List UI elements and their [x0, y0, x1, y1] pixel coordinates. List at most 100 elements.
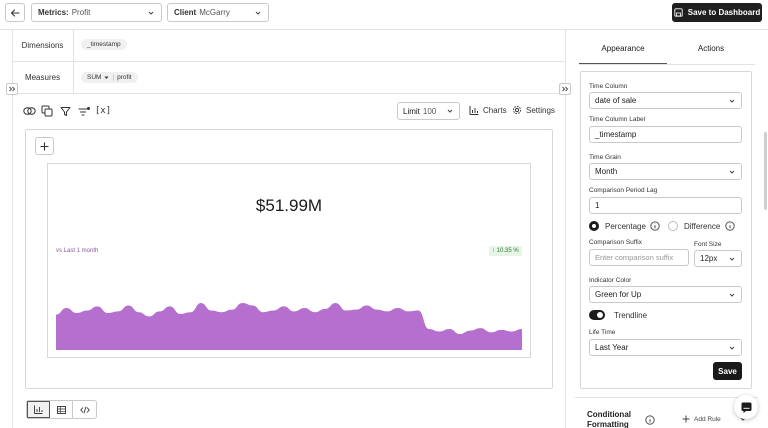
section-divider — [575, 397, 758, 398]
arrow-left-icon — [10, 8, 20, 17]
chevron-down-icon — [148, 11, 154, 15]
percentage-label: Percentage — [605, 222, 646, 231]
caret-down-icon — [104, 76, 109, 79]
time-column-label-value: _timestamp — [595, 130, 637, 139]
save-to-dashboard-button[interactable]: Save to Dashboard — [672, 3, 762, 22]
measures-label: Measures — [24, 73, 61, 82]
kpi-change-value: 10.35 % — [496, 248, 519, 254]
difference-label: Difference — [684, 222, 721, 231]
bar-chart-icon — [34, 405, 43, 414]
collapse-left-button[interactable] — [6, 83, 18, 95]
indicator-color-select[interactable]: Green for Up — [589, 286, 742, 303]
double-chevron-right-icon — [562, 86, 569, 92]
measure-field: profit — [117, 74, 132, 81]
client-select[interactable]: Client McGarry — [167, 3, 269, 22]
trendline-toggle[interactable] — [589, 310, 605, 320]
double-chevron-right-icon — [9, 86, 16, 92]
font-size-select[interactable]: 12px — [694, 250, 742, 267]
conditional-formatting-label: Conditional Formatting — [587, 410, 631, 428]
measure-chip[interactable]: SUM | profit — [81, 72, 138, 83]
tabs-divider — [579, 64, 755, 65]
metrics-select[interactable]: Metrics: Profit — [31, 3, 162, 22]
chevron-down-icon — [729, 99, 735, 103]
bar-chart-icon — [469, 106, 479, 115]
sort-filter-icon[interactable] — [77, 104, 91, 118]
appearance-panel — [580, 71, 752, 389]
panel-divider — [565, 29, 566, 428]
indicator-color-value: Green for Up — [595, 290, 642, 299]
chat-icon — [741, 402, 751, 413]
life-time-value: Last Year — [595, 343, 629, 352]
save-button[interactable]: Save — [713, 362, 742, 380]
query-bottom-divider — [12, 93, 565, 94]
left-edge-divider — [12, 29, 13, 428]
time-column-label-input[interactable]: _timestamp — [589, 126, 742, 143]
variables-icon[interactable]: [x] — [94, 106, 112, 116]
trendline-area — [56, 302, 522, 350]
life-time-select[interactable]: Last Year — [589, 339, 742, 356]
tab-appearance[interactable]: Appearance — [601, 44, 645, 53]
comparison-lag-label: Comparison Period Lag — [589, 187, 658, 194]
table-view-button[interactable] — [50, 401, 73, 418]
chat-button[interactable] — [734, 395, 758, 419]
dimensions-label: Dimensions — [21, 41, 64, 50]
gear-icon — [512, 105, 522, 115]
save-icon — [674, 8, 683, 17]
info-icon[interactable] — [650, 221, 660, 231]
kpi-trendline-chart — [56, 302, 522, 350]
add-rule-label: Add Rule — [694, 415, 721, 423]
settings-label: Settings — [526, 105, 555, 115]
dimension-chip-label: _timestamp — [87, 41, 121, 48]
kpi-value: $51.99M — [255, 196, 323, 215]
measure-aggregation[interactable]: SUM — [87, 74, 102, 81]
plus-icon — [682, 415, 690, 423]
header-divider — [0, 29, 768, 30]
add-rule-button[interactable]: Add Rule — [682, 415, 747, 423]
add-button[interactable] — [35, 137, 54, 155]
visibility-toggle-icon[interactable] — [22, 104, 36, 118]
dimension-chip[interactable]: _timestamp — [81, 39, 127, 50]
kpi-change-badge: ↑ 10.35 % — [489, 246, 522, 256]
chevron-down-icon — [729, 346, 735, 350]
chevron-down-icon — [447, 109, 453, 113]
client-select-label: Client — [174, 8, 197, 17]
charts-label: Charts — [483, 105, 507, 115]
time-column-select[interactable]: date of sale — [589, 92, 742, 109]
plus-icon — [40, 142, 49, 150]
metrics-select-label: Metrics: — [38, 8, 69, 17]
difference-radio[interactable] — [668, 221, 678, 231]
tab-actions[interactable]: Actions — [697, 44, 725, 53]
back-button[interactable] — [5, 3, 25, 22]
kpi-comparison-text: vs Last 1 month — [56, 248, 99, 254]
filter-icon[interactable] — [58, 104, 72, 118]
percentage-radio[interactable] — [589, 221, 599, 231]
life-time-label: Life Time — [589, 329, 616, 336]
view-toggle — [26, 400, 97, 419]
chevron-down-icon — [729, 170, 735, 174]
code-view-button[interactable] — [73, 401, 96, 418]
time-grain-label: Time Grain — [589, 154, 621, 161]
chart-view-button[interactable] — [27, 401, 50, 418]
code-icon — [79, 406, 90, 413]
chevron-down-icon — [255, 11, 261, 15]
indicator-color-label: Indicator Color — [589, 277, 632, 284]
panel-scrollbar[interactable] — [764, 132, 767, 210]
comparison-suffix-input[interactable]: Enter comparison suffix — [589, 249, 689, 266]
limit-select[interactable]: Limit 100 — [397, 102, 460, 120]
time-grain-select[interactable]: Month — [589, 163, 742, 180]
comparison-lag-value: 1 — [595, 201, 600, 210]
settings-button[interactable]: Settings — [512, 105, 555, 115]
info-icon[interactable] — [645, 415, 655, 425]
collapse-panel-button[interactable] — [559, 83, 571, 95]
info-icon[interactable] — [725, 221, 735, 231]
comparison-suffix-label: Comparison Suffix — [589, 239, 642, 246]
charts-button[interactable]: Charts — [469, 105, 507, 115]
time-column-label: Time Column — [589, 83, 628, 90]
metrics-select-value: Profit — [71, 8, 91, 17]
comparison-lag-input[interactable]: 1 — [589, 197, 742, 214]
arrow-up-icon: ↑ — [492, 248, 495, 254]
time-grain-value: Month — [595, 167, 618, 176]
save-to-dashboard-label: Save to Dashboard — [687, 8, 761, 17]
chevron-down-icon — [729, 257, 735, 261]
duplicate-icon[interactable] — [40, 104, 54, 118]
